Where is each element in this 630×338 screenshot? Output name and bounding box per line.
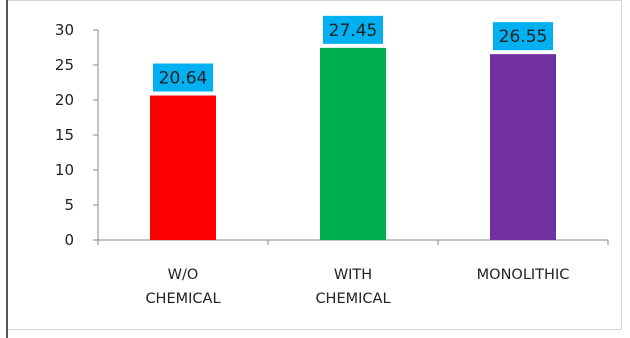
bar xyxy=(150,95,216,241)
y-tick-label: 15 xyxy=(55,126,74,144)
y-axis: 0 5 10 15 20 25 30 xyxy=(55,21,99,249)
data-label-box xyxy=(153,63,213,92)
bars xyxy=(150,47,556,241)
y-tick-label: 20 xyxy=(55,91,74,109)
y-tick-label: 10 xyxy=(55,161,74,179)
y-tick-label: 25 xyxy=(55,56,74,74)
category-label: W/O xyxy=(168,267,199,283)
data-label-box xyxy=(323,15,383,44)
chart-frame-left-edge xyxy=(6,0,8,338)
x-axis xyxy=(97,239,609,245)
data-label: 26.55 xyxy=(499,27,548,47)
data-label-box xyxy=(493,22,553,51)
category-label: MONOLITHIC xyxy=(477,267,570,283)
y-tick-label: 5 xyxy=(64,196,74,214)
bar xyxy=(320,47,386,240)
category-label: CHEMICAL xyxy=(145,291,220,307)
category-label: CHEMICAL xyxy=(315,291,390,307)
category-label: WITH xyxy=(334,267,372,283)
data-labels: 20.64 27.45 26.55 xyxy=(153,15,553,92)
y-tick-label: 0 xyxy=(64,231,74,249)
y-tick-label: 30 xyxy=(55,21,74,39)
bar xyxy=(490,54,556,241)
data-label: 27.45 xyxy=(329,21,378,41)
data-label: 20.64 xyxy=(159,69,208,89)
category-labels: W/O CHEMICAL WITH CHEMICAL MONOLITHIC xyxy=(145,267,569,307)
